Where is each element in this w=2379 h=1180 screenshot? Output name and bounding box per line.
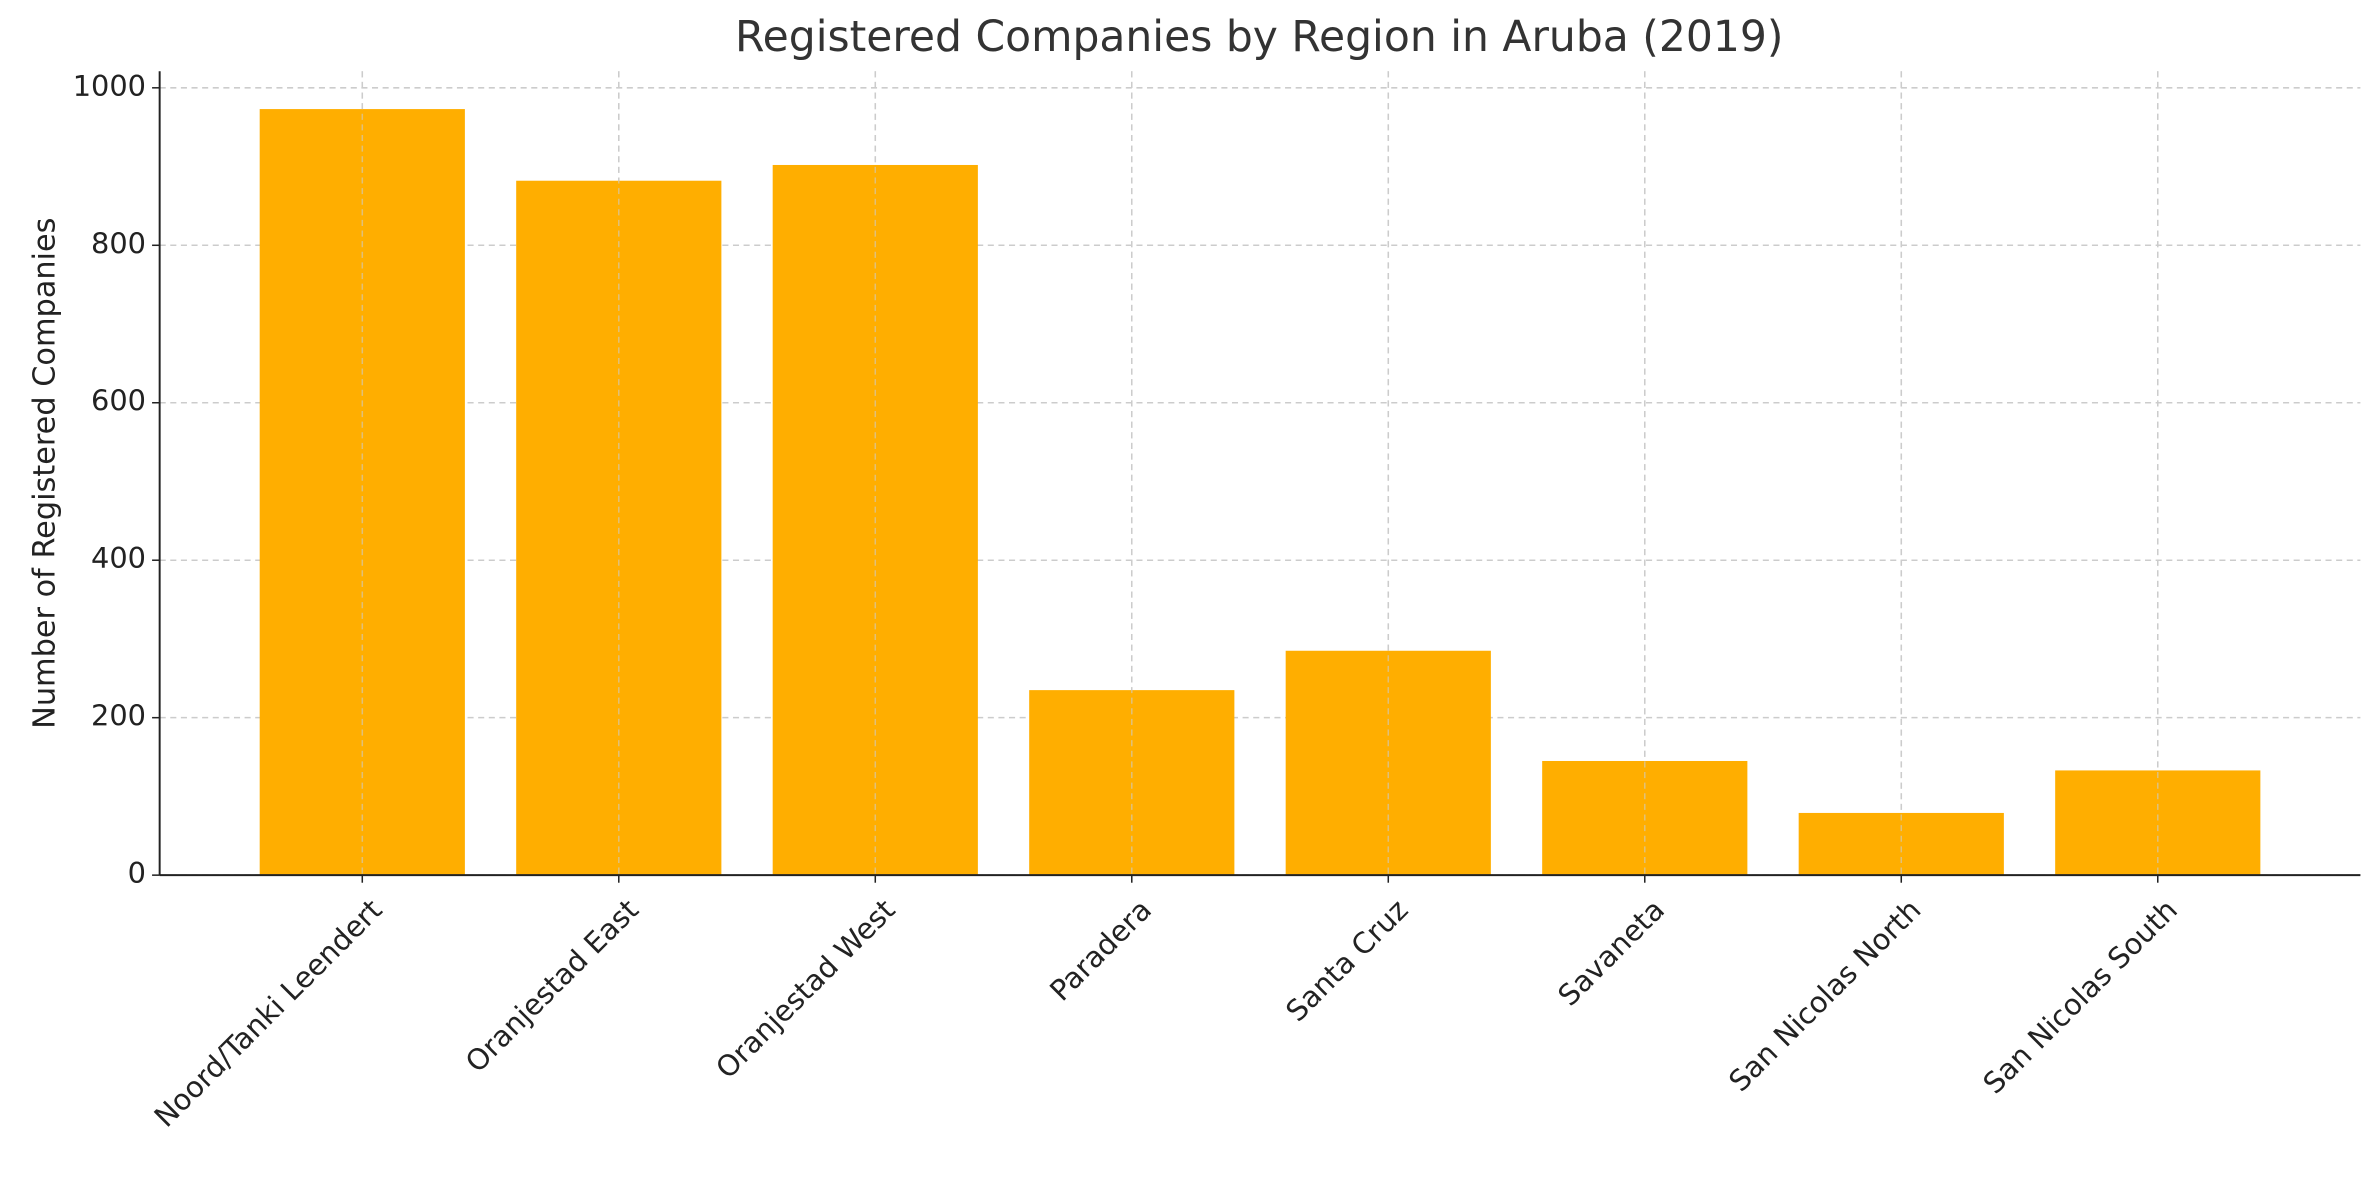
- y-tick-label: 200: [91, 699, 146, 733]
- x-tick-label: Santa Cruz: [1279, 893, 1414, 1028]
- bar: [1798, 812, 2004, 876]
- x-tick-label: Savaneta: [1551, 893, 1671, 1013]
- x-tick-label: San Nicolas South: [1976, 893, 2184, 1101]
- chart-title: Registered Companies by Region in Aruba …: [735, 13, 1783, 62]
- x-tick-label: Oranjestad West: [709, 893, 902, 1086]
- y-tick-label: 800: [91, 226, 146, 260]
- x-tick-label: Paradera: [1043, 893, 1158, 1008]
- y-tick-label: 0: [128, 856, 146, 890]
- x-tick-label: San Nicolas North: [1722, 893, 1928, 1099]
- y-tick-label: 600: [91, 384, 146, 418]
- y-axis-label: Number of Registered Companies: [27, 218, 62, 729]
- x-tick-label: Oranjestad East: [459, 893, 645, 1079]
- bar: [259, 109, 465, 876]
- y-tick-label: 400: [91, 541, 146, 575]
- x-tick-label: Noord/Tanki Leendert: [147, 893, 388, 1134]
- y-tick-label: 1000: [73, 69, 146, 103]
